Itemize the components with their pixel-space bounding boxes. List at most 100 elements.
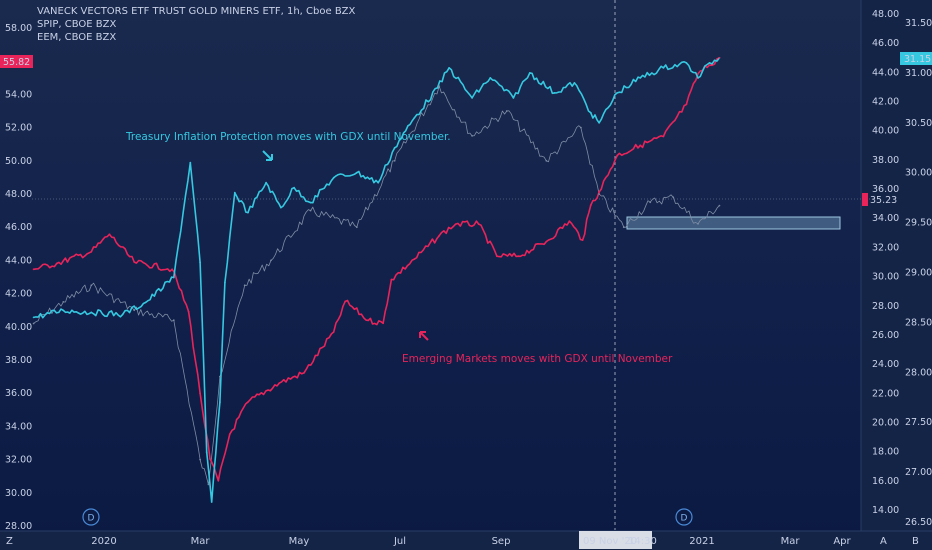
data-point-s2-15 <box>505 110 508 112</box>
data-point-s0-29 <box>553 92 556 94</box>
data-point-s2-7 <box>219 375 221 378</box>
right1-tick-9: 30.00 <box>872 272 899 283</box>
legend-eem: EEM, CBOE BZX <box>37 32 117 43</box>
right2-tick-10: 26.50 <box>905 517 932 528</box>
right1-tick-3: 42.00 <box>872 97 899 108</box>
data-point-s0-4 <box>144 301 147 304</box>
x-tick-0: 2020 <box>91 536 116 547</box>
data-point-s0-22 <box>413 116 416 119</box>
data-point-s1-6 <box>187 310 190 313</box>
x-tick-7: Apr <box>833 536 851 547</box>
left-tick-3: 52.00 <box>5 123 32 134</box>
data-point-s1-1 <box>55 262 58 265</box>
data-point-s0-20 <box>377 181 380 184</box>
data-point-s1-0 <box>32 268 35 271</box>
data-point-s2-17 <box>580 126 582 129</box>
data-point-s2-2 <box>90 284 93 287</box>
data-point-s2-10 <box>309 209 312 212</box>
right2-tick-1: 31.00 <box>905 68 932 79</box>
left-tick-11: 36.00 <box>5 388 32 399</box>
data-point-s0-21 <box>393 146 396 149</box>
right1-tick-0: 48.00 <box>872 9 899 20</box>
right1-tick-8: 32.00 <box>872 242 899 253</box>
data-point-s2-21 <box>672 196 675 199</box>
data-point-s1-13 <box>303 372 305 374</box>
data-point-s1-10 <box>228 433 231 435</box>
right-axis-panel <box>861 0 932 532</box>
data-point-s0-10 <box>219 401 221 404</box>
data-point-s1-30 <box>616 154 619 157</box>
right2-tick-3: 30.00 <box>905 168 932 179</box>
right1-tick-17: 14.00 <box>872 505 899 516</box>
data-point-s0-25 <box>471 97 473 99</box>
left-price-badge-text: 55.82 <box>3 57 30 68</box>
data-point-s0-34 <box>639 77 642 79</box>
data-point-s2-13 <box>438 85 441 87</box>
right2-tick-5: 29.00 <box>905 268 932 279</box>
data-point-s1-27 <box>581 239 584 242</box>
data-point-s1-33 <box>685 103 688 106</box>
data-point-s1-9 <box>217 479 220 482</box>
data-point-s2-4 <box>172 319 175 322</box>
data-point-s1-19 <box>413 258 416 260</box>
right1-tick-5: 38.00 <box>872 155 899 166</box>
right1-tick-11: 26.00 <box>872 330 899 341</box>
data-point-s2-5 <box>199 458 202 461</box>
data-point-s1-7 <box>199 392 202 395</box>
data-point-s2-1 <box>62 301 65 303</box>
right1-tick-6: 36.00 <box>872 184 899 195</box>
dividend-marker-label-0: D <box>88 514 95 524</box>
tip-arrow-icon <box>262 150 273 161</box>
data-point-s0-1 <box>62 309 65 312</box>
left-tick-5: 48.00 <box>5 189 32 200</box>
left-tick-14: 30.00 <box>5 488 32 499</box>
right2-tick-2: 30.50 <box>905 118 932 129</box>
em-arrow-icon <box>419 331 429 341</box>
data-point-s2-16 <box>545 159 548 162</box>
right2-tick-4: 29.50 <box>905 218 932 229</box>
data-point-s0-18 <box>332 176 335 179</box>
annotation-em: Emerging Markets moves with GDX until No… <box>402 353 673 365</box>
right1-tick-12: 24.00 <box>872 359 899 370</box>
data-point-s1-35 <box>708 64 711 66</box>
data-point-s2-22 <box>697 223 699 225</box>
bottom-right-b: B <box>912 536 919 547</box>
right1-tick-15: 18.00 <box>872 447 899 458</box>
data-point-s2-23 <box>718 204 721 207</box>
dividend-marker-icon-1[interactable] <box>675 508 693 526</box>
data-point-s0-9 <box>210 501 213 503</box>
data-point-s0-37 <box>697 77 699 79</box>
data-point-s1-25 <box>545 240 548 243</box>
data-point-s1-22 <box>477 223 480 226</box>
left-price-badge <box>0 55 33 68</box>
left-tick-4: 50.00 <box>5 156 32 167</box>
left-tick-7: 44.00 <box>5 255 32 266</box>
data-point-s0-31 <box>589 111 592 114</box>
left-tick-13: 32.00 <box>5 455 32 466</box>
data-point-s2-3 <box>133 309 136 312</box>
left-tick-9: 40.00 <box>5 322 32 333</box>
data-point-s0-7 <box>199 261 202 264</box>
right2-tick-7: 28.00 <box>905 367 932 378</box>
right2-tick-8: 27.50 <box>905 417 932 428</box>
data-point-s1-12 <box>278 382 281 384</box>
x-tick-4: Sep <box>492 536 511 547</box>
annotation-tip: Treasury Inflation Protection moves with… <box>126 131 451 143</box>
data-point-s1-32 <box>662 135 665 138</box>
data-point-s1-4 <box>133 261 136 263</box>
data-point-s0-36 <box>685 62 688 64</box>
dividend-marker-icon-0[interactable] <box>82 508 100 526</box>
data-point-s1-36 <box>718 56 721 59</box>
data-point-s1-18 <box>390 278 393 281</box>
right2-tick-0: 31.50 <box>905 18 932 29</box>
data-point-s0-27 <box>512 97 515 99</box>
data-point-s1-28 <box>589 204 592 207</box>
data-point-s1-23 <box>496 255 498 258</box>
data-point-s1-29 <box>598 191 600 193</box>
data-point-s2-0 <box>32 322 35 325</box>
left-tick-15: 28.00 <box>5 521 32 532</box>
data-point-s2-8 <box>243 284 246 287</box>
crosshair-date: 09 Nov '20 <box>583 536 637 547</box>
data-point-s1-8 <box>209 458 211 460</box>
